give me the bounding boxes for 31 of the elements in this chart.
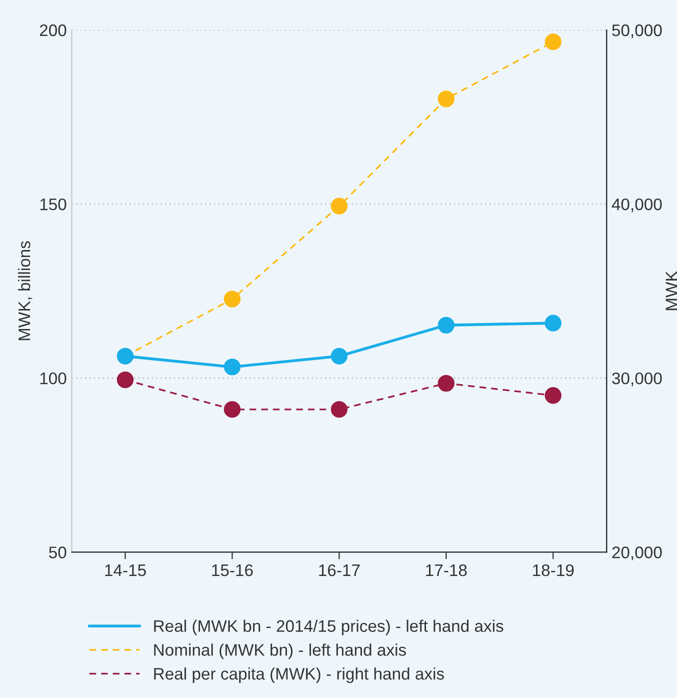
- x-tick-label: 18-19: [533, 564, 574, 576]
- point: [438, 90, 454, 108]
- y-tick-label: 200: [40, 24, 66, 36]
- legend-label: Nominal (MWK bn) - left hand axis: [154, 644, 406, 660]
- y-axis-title: MWK, billions: [18, 241, 32, 340]
- point: [224, 290, 241, 308]
- point: [116, 371, 134, 388]
- point: [330, 401, 348, 418]
- point: [438, 316, 454, 334]
- point: [224, 401, 241, 418]
- point: [330, 348, 348, 364]
- legend-label: Real (MWK bn - 2014/15 prices) - left hand axis: [154, 620, 504, 636]
- point: [438, 374, 454, 392]
- point: [544, 34, 562, 50]
- x-tick-label: 14-15: [105, 564, 146, 576]
- x-tick-label: 15-16: [212, 564, 253, 576]
- y-tick-label: 50: [49, 546, 66, 558]
- y2-tick-label: 30,000: [612, 372, 662, 386]
- y2-tick-label: 50,000: [612, 24, 662, 38]
- y2-tick-label: 20,000: [612, 546, 662, 560]
- y-tick-label: 100: [40, 372, 66, 384]
- point: [544, 314, 562, 332]
- y2-axis-title: MWK: [666, 270, 677, 310]
- point: [224, 358, 241, 376]
- legend-label: Real per capita (MWK) - right hand axis: [154, 667, 444, 683]
- point: [330, 198, 348, 214]
- x-tick-label: 16-17: [319, 564, 360, 576]
- point: [544, 387, 562, 404]
- y2-tick-label: 40,000: [612, 198, 662, 212]
- x-tick-label: 17-18: [426, 564, 467, 576]
- y-tick-label: 150: [40, 198, 66, 210]
